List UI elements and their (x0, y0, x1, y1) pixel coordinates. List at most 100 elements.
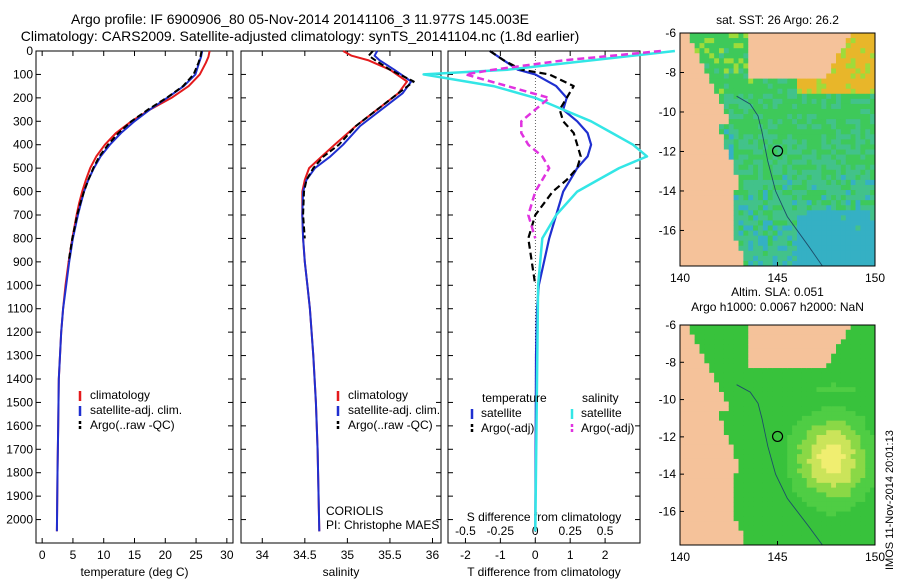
map-cell (845, 124, 852, 130)
map-cell (767, 108, 774, 115)
map-cell (704, 521, 710, 527)
map-cell (767, 179, 774, 186)
map-cell (826, 215, 832, 221)
map-cell (714, 368, 720, 374)
map-cell (767, 501, 774, 508)
map-cell (753, 530, 759, 536)
map-cell (719, 215, 725, 221)
map-cell (865, 260, 871, 267)
map-cell (826, 478, 832, 484)
map-cell (801, 68, 808, 74)
map-cell (792, 200, 798, 206)
map-cell (709, 411, 715, 417)
map-cell (684, 230, 691, 237)
map-cell (689, 38, 696, 44)
map-cell (719, 406, 725, 412)
map-cell (753, 184, 759, 191)
map-cell (767, 129, 774, 135)
map-cell (772, 200, 778, 206)
map-cell (733, 482, 739, 489)
map-cell (865, 235, 871, 242)
map-cell (738, 200, 744, 206)
map-cell (748, 444, 754, 450)
map-cell (680, 154, 686, 161)
map-cell (840, 144, 847, 150)
map-cell (689, 382, 696, 388)
map-cell (767, 114, 774, 120)
map-cell (680, 73, 686, 79)
map-cell (777, 195, 783, 201)
map-cell (723, 535, 730, 541)
map-cell (689, 235, 696, 242)
map-cell (792, 134, 798, 140)
map-cell (787, 174, 793, 181)
map-cell (728, 33, 735, 39)
map-cell (787, 260, 793, 267)
map-cell (811, 506, 817, 512)
map-cell (704, 535, 710, 541)
map-cell (801, 103, 808, 110)
map-cell (684, 260, 691, 267)
map-cell (733, 463, 739, 469)
map-cell (801, 240, 808, 247)
map-cell (738, 184, 744, 191)
map-cell (772, 458, 778, 465)
map-cell (743, 458, 749, 465)
map-cell (840, 174, 847, 181)
map-cell (782, 119, 788, 125)
map-cell (704, 449, 710, 455)
map-cell (753, 129, 759, 135)
map-cell (826, 406, 832, 412)
map-cell (758, 205, 764, 211)
map-cell (772, 415, 778, 422)
map-cell (714, 516, 720, 522)
map-cell (855, 235, 861, 242)
map-cell (709, 430, 715, 436)
map-cell (733, 368, 739, 374)
map-cell (787, 83, 793, 90)
map-cell (870, 190, 876, 196)
map-cell (699, 525, 705, 532)
map-cell (821, 516, 827, 522)
map-cell (689, 220, 696, 226)
map-cell (748, 139, 754, 145)
map-cell (792, 463, 798, 469)
map-cell (714, 449, 720, 455)
map-cell (753, 420, 759, 426)
map-cell (704, 401, 710, 407)
map-cell (719, 129, 725, 135)
map-cell (836, 103, 842, 110)
map-cell (801, 444, 808, 450)
map-cell (748, 200, 754, 206)
map-cell (855, 225, 861, 231)
map-cell (855, 129, 861, 135)
map-cell (704, 250, 710, 257)
map-cell (733, 58, 739, 64)
map-cell (699, 353, 705, 359)
map-cell (806, 174, 813, 181)
map-cell (694, 396, 700, 402)
map-cell (714, 53, 720, 59)
map-cell (743, 179, 749, 186)
map-cell (753, 391, 759, 398)
map-cell (801, 53, 808, 59)
map-cell (719, 372, 725, 379)
map-cell (719, 497, 725, 503)
map-cell (772, 348, 778, 355)
map-cell (689, 260, 696, 267)
map-cell (767, 468, 774, 474)
map-cell (850, 220, 856, 226)
map-cell (743, 114, 749, 120)
map-cell (787, 33, 793, 39)
map-cell (865, 492, 871, 498)
map-cell (865, 149, 871, 155)
map-cell (772, 501, 778, 508)
map-cell (782, 245, 788, 252)
map-cell (694, 169, 700, 176)
map-cell (855, 506, 861, 512)
map-cell (699, 93, 705, 100)
map-cell (758, 368, 764, 374)
map-cell (728, 38, 735, 44)
map-cell (826, 540, 832, 546)
